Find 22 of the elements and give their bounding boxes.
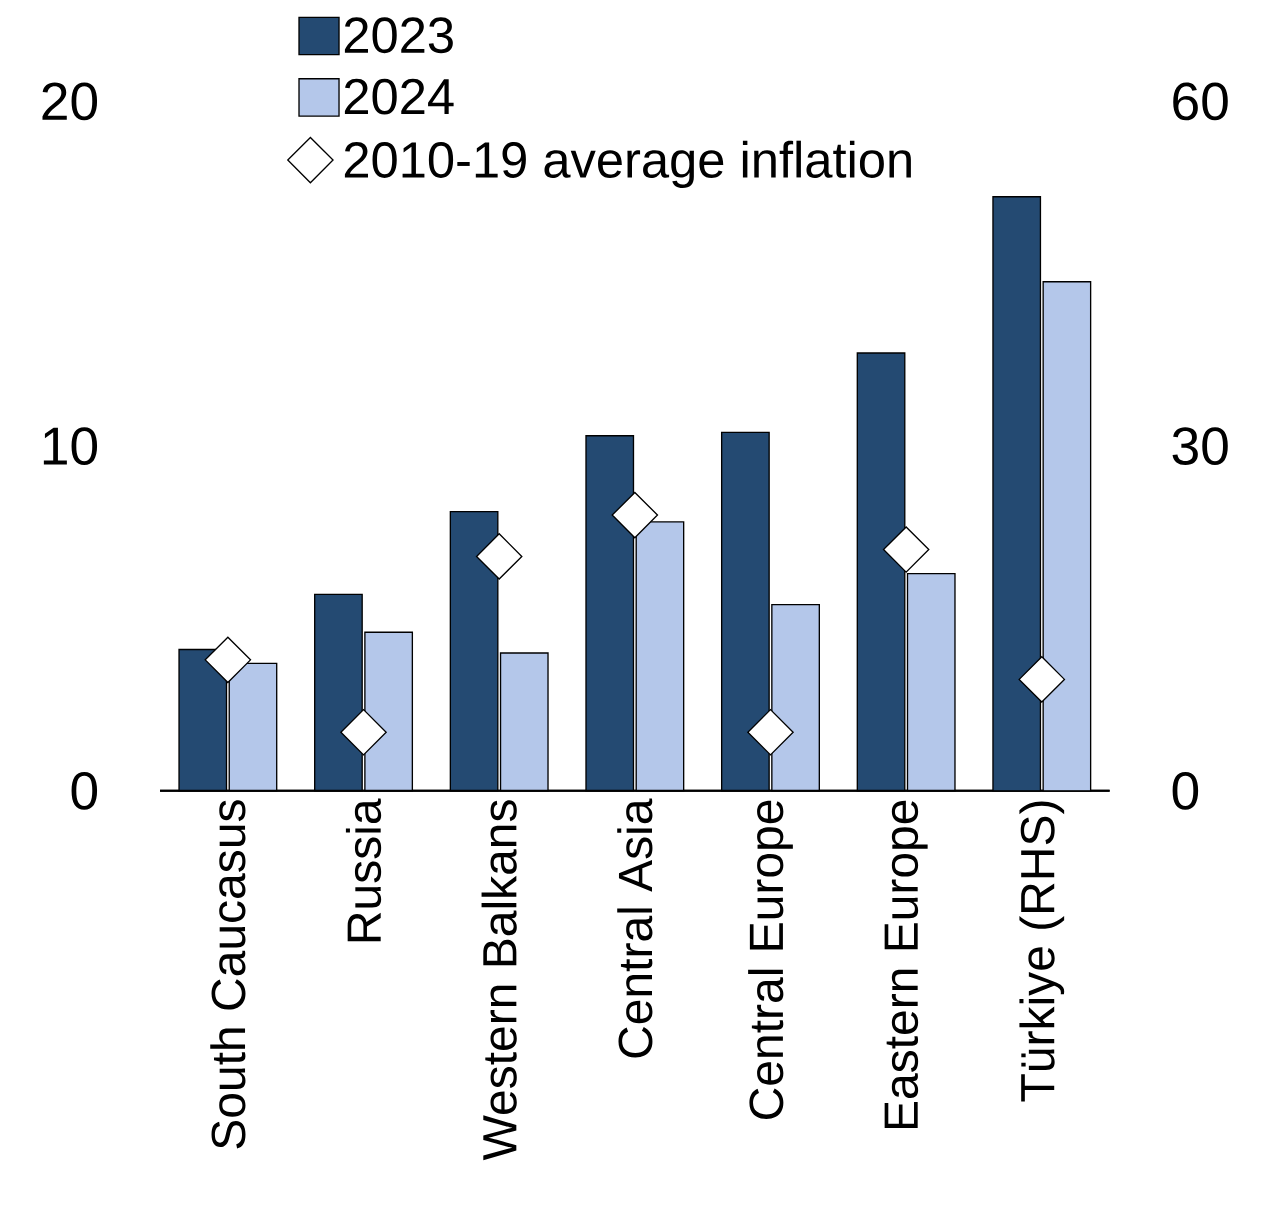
- y-tick-label: 0: [71, 772, 98, 810]
- point: [475, 533, 523, 580]
- point: [340, 709, 387, 756]
- legend-label: 2010-19 average inflation: [344, 140, 911, 189]
- y-tick-label: 20: [42, 82, 98, 121]
- y2-tick-label: 30: [1172, 427, 1228, 466]
- y2-tick-label: 0: [1172, 772, 1199, 810]
- y-tick-label: 10: [43, 427, 98, 466]
- x-tick-label: Eastern Europe: [884, 800, 928, 1129]
- x-tick-label: South Caucasus: [210, 800, 246, 1149]
- y2-tick-label: 60: [1173, 82, 1228, 121]
- point: [747, 709, 794, 756]
- point: [611, 491, 659, 539]
- x-tick-label: Western Balkans: [481, 800, 517, 1161]
- point: [882, 526, 930, 574]
- x-tick-label: Central Asia: [617, 798, 653, 1058]
- legend-label: 2024: [344, 78, 454, 115]
- x-tick-label: Türkiye (RHS): [1019, 801, 1065, 1102]
- legend-label: 2023: [344, 17, 453, 54]
- x-tick-label: Central Europe: [748, 800, 793, 1120]
- x-tick-label: Russia: [345, 798, 382, 942]
- point: [204, 636, 252, 684]
